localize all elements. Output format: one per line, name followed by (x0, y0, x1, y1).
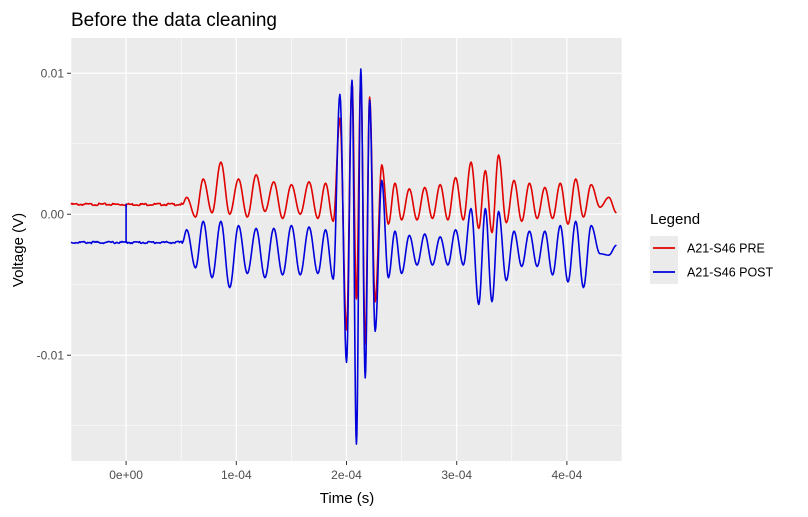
series-layer (70, 68, 617, 445)
chart-title: Before the data cleaning (71, 10, 277, 31)
x-tick-label-2: 2e-04 (331, 468, 362, 482)
x-tick-label-0: 0e+00 (109, 468, 143, 482)
y-tick-label-0: -0.01 (37, 348, 65, 362)
legend: Legend A21-S46 PRE A21-S46 POST (650, 211, 774, 284)
x-tick-label-1: 1e-04 (221, 468, 252, 482)
legend-title: Legend (650, 211, 700, 228)
legend-label-1: A21-S46 POST (687, 266, 774, 280)
y-tick-label-1: 0.00 (41, 207, 65, 221)
y-tick-label-2: 0.01 (41, 66, 65, 80)
y-axis-title: Voltage (V) (10, 213, 27, 287)
x-tick-label-4: 4e-04 (552, 468, 583, 482)
y-axis-ticks: -0.01 0.00 0.01 (37, 66, 71, 362)
x-tick-label-3: 3e-04 (441, 468, 472, 482)
legend-label-0: A21-S46 PRE (687, 242, 765, 256)
x-axis-title: Time (s) (320, 490, 374, 507)
x-axis-ticks: 0e+00 1e-04 2e-04 3e-04 4e-04 (109, 461, 583, 482)
series-line-1 (70, 68, 617, 445)
